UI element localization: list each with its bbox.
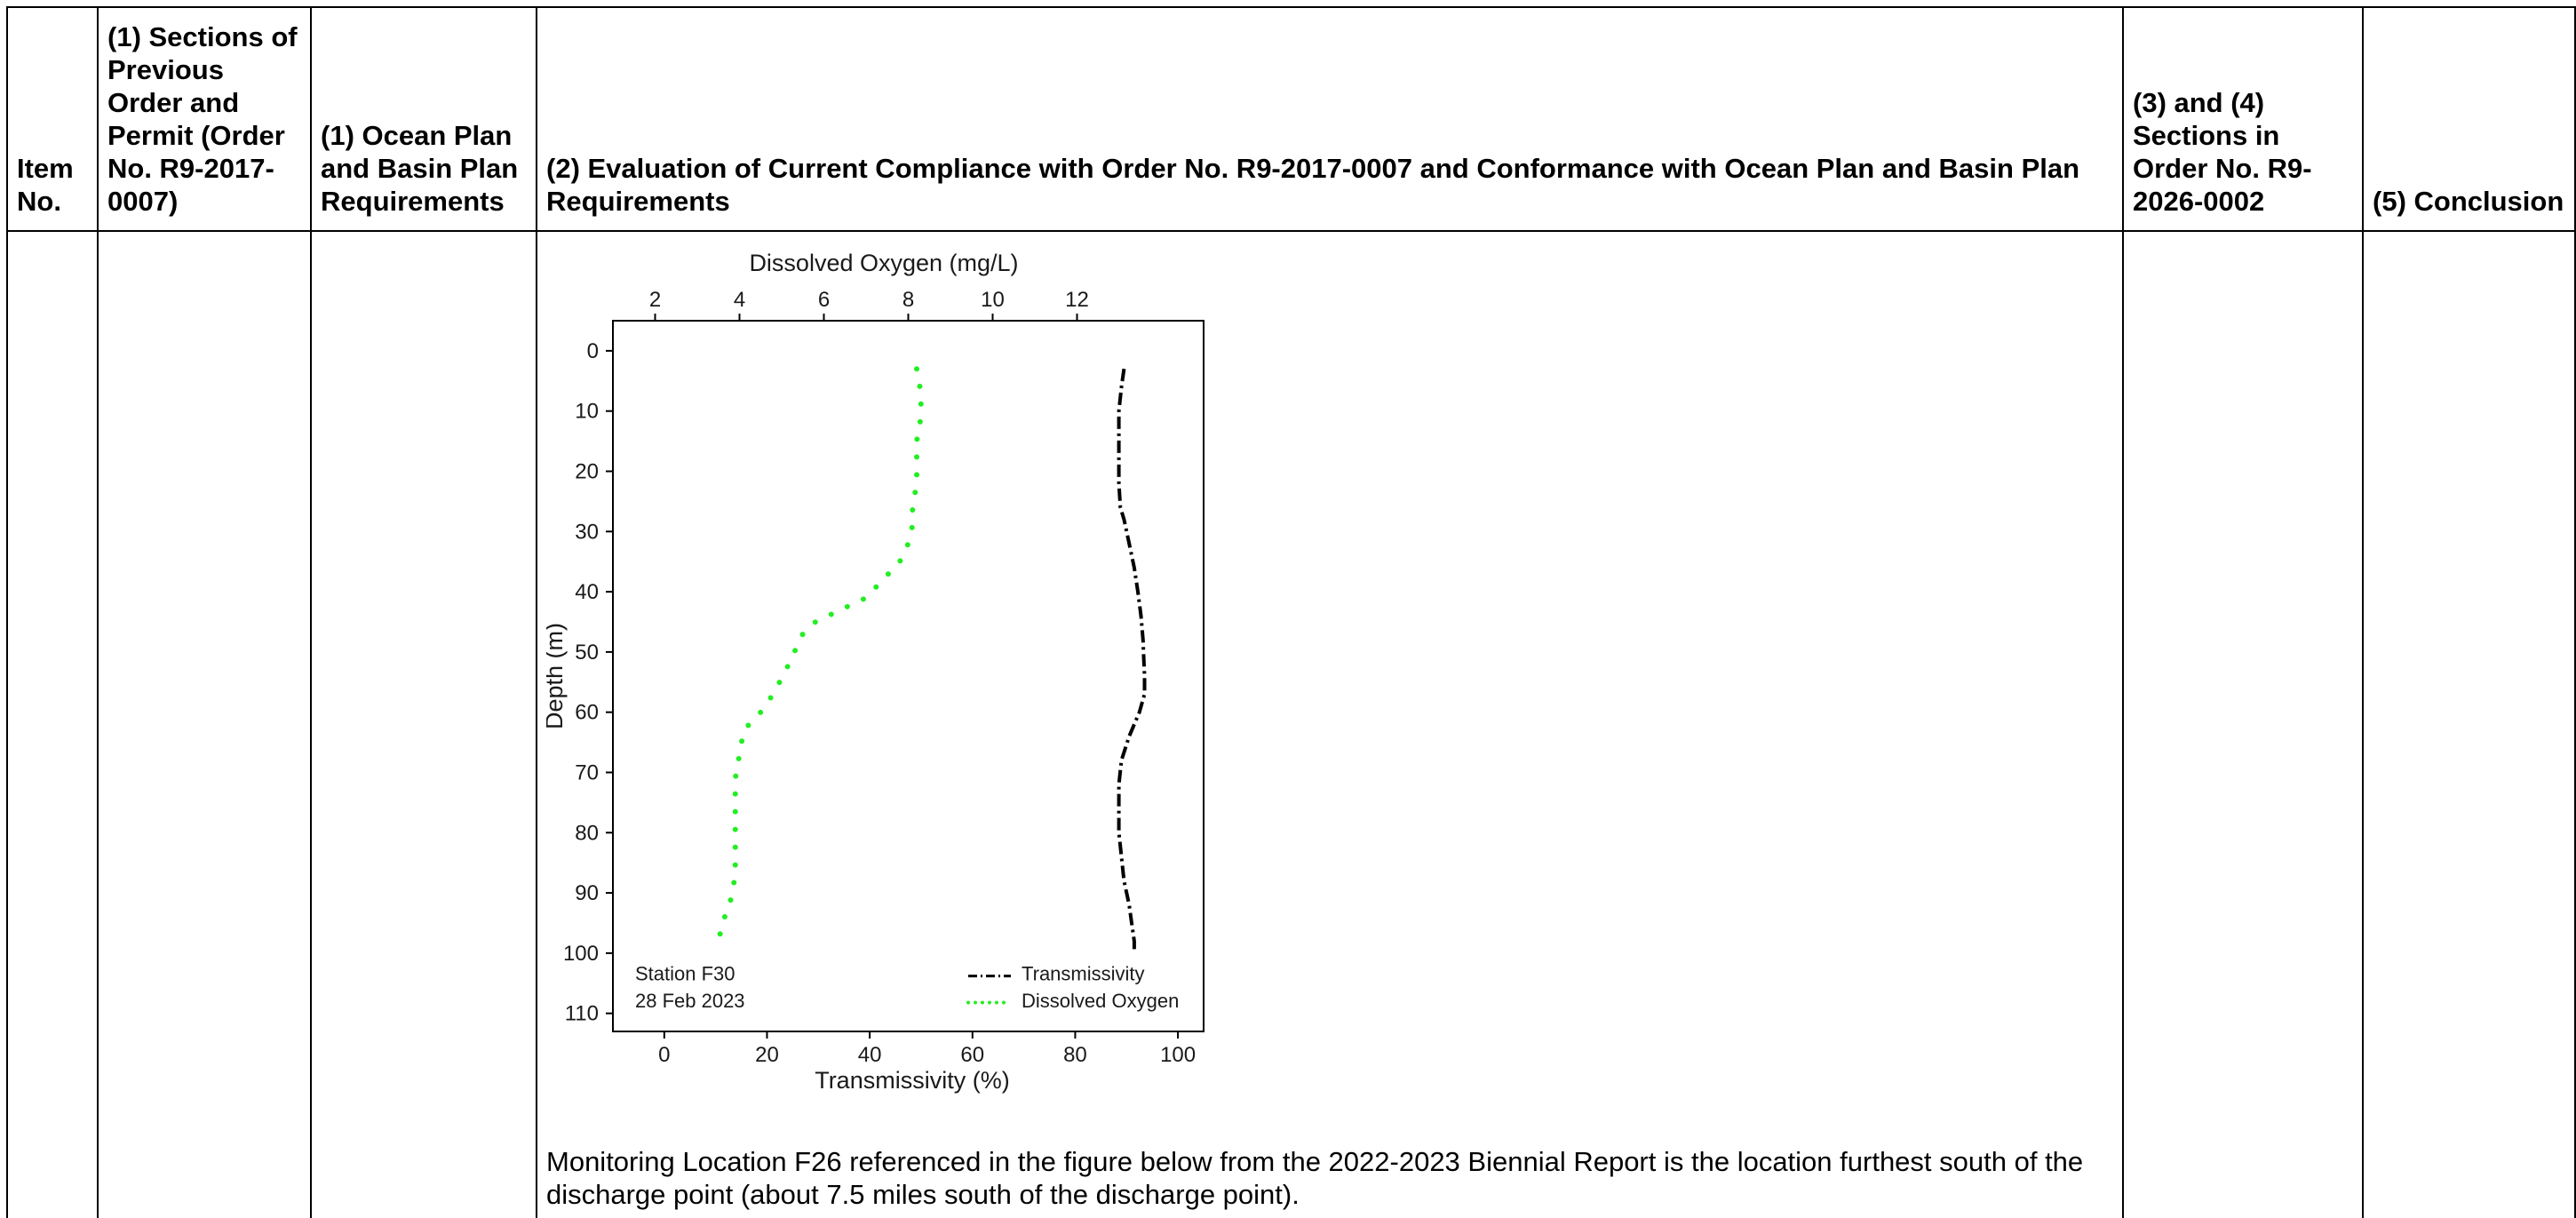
cell-ocean-basin-plan — [310, 230, 537, 1218]
top-tick-label: 8 — [902, 288, 914, 312]
cell-item-no — [6, 230, 99, 1218]
evaluation-paragraph: Monitoring Location F26 referenced in th… — [546, 1146, 2084, 1210]
y-tick-label: 0 — [587, 339, 599, 363]
bottom-tick-label: 60 — [960, 1043, 984, 1067]
y-tick-label: 70 — [575, 760, 599, 784]
legend-oxygen-label: Dissolved Oxygen — [1022, 990, 1179, 1012]
header-previous-order-sections: (1) Sections of Previous Order and Permi… — [97, 6, 312, 232]
header-row: Item No. (1) Sections of Previous Order … — [6, 6, 2576, 232]
y-tick-label: 110 — [565, 1002, 599, 1026]
top-axis-title: Dissolved Oxygen (mg/L) — [749, 250, 1018, 276]
cell-evaluation: 2 4 6 8 10 12 Dissolved Oxygen (mg/L) 0 20 40 60 80… — [536, 230, 2124, 1218]
top-tick-label: 10 — [981, 288, 1005, 312]
station-annotation: Station F30 — [635, 962, 735, 984]
header-new-order-sections: (3) and (4) Sections in Order No. R9-202… — [2122, 6, 2364, 232]
y-tick-label: 100 — [563, 942, 599, 966]
top-tick-label: 6 — [818, 288, 830, 312]
y-tick-label: 90 — [575, 881, 599, 905]
y-tick-label: 80 — [575, 821, 599, 845]
header-conclusion: (5) Conclusion — [2362, 6, 2576, 232]
y-axis-title: Depth (m) — [546, 623, 568, 729]
compliance-table: Item No. (1) Sections of Previous Order … — [6, 6, 2576, 1218]
cell-previous-order — [97, 230, 312, 1218]
transmissivity-line — [1117, 368, 1147, 951]
plot-frame — [612, 320, 1205, 1032]
bottom-tick-label: 100 — [1160, 1043, 1196, 1067]
cell-conclusion — [2362, 230, 2576, 1218]
bottom-tick-label: 20 — [755, 1043, 779, 1067]
legend-transmissivity-label: Transmissivity — [1022, 962, 1145, 984]
bottom-axis-title: Transmissivity (%) — [815, 1067, 1010, 1094]
y-tick-label: 30 — [575, 520, 599, 544]
body-row: 2 4 6 8 10 12 Dissolved Oxygen (mg/L) 0 20 40 60 80… — [6, 230, 2576, 1218]
bottom-tick-label: 0 — [658, 1043, 670, 1067]
y-tick-label: 40 — [575, 580, 599, 604]
y-tick-label: 50 — [575, 641, 599, 665]
top-tick-label: 4 — [734, 288, 745, 312]
chart-svg: 2 4 6 8 10 12 Dissolved Oxygen (mg/L) 0 20 40 60 80… — [546, 250, 1205, 1094]
dissolved-oxygen-line — [715, 366, 924, 944]
y-tick-label: 10 — [575, 400, 599, 424]
y-tick-label: 60 — [575, 701, 599, 725]
header-ocean-basin-plan: (1) Ocean Plan and Basin Plan Requiremen… — [310, 6, 537, 232]
bottom-tick-label: 80 — [1063, 1043, 1087, 1067]
depth-profile-chart: 2 4 6 8 10 12 Dissolved Oxygen (mg/L) 0 20 40 60 80… — [546, 235, 1221, 1124]
header-evaluation: (2) Evaluation of Current Compliance wit… — [536, 6, 2124, 232]
y-tick-label: 20 — [575, 459, 599, 483]
date-annotation: 28 Feb 2023 — [635, 990, 745, 1012]
cell-new-order-sections — [2122, 230, 2364, 1218]
bottom-tick-label: 40 — [858, 1043, 882, 1067]
header-item-no: Item No. — [6, 6, 99, 232]
top-tick-label: 12 — [1065, 288, 1089, 312]
top-tick-label: 2 — [649, 288, 661, 312]
